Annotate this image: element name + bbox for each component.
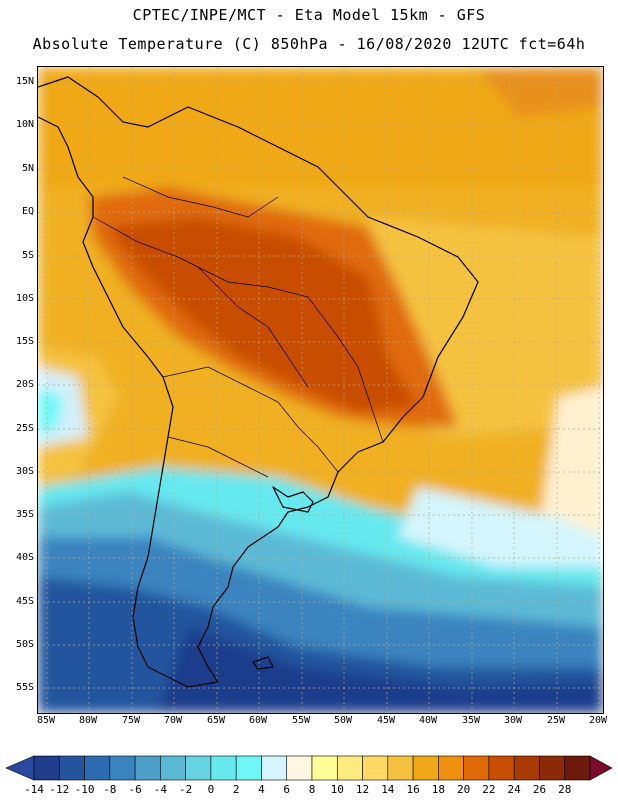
colorbar-swatch bbox=[412, 755, 439, 781]
lon-label: 35W bbox=[461, 715, 481, 726]
lat-label: 30S bbox=[15, 466, 34, 477]
lat-label: EQ bbox=[21, 206, 34, 217]
colorbar-swatch bbox=[463, 755, 490, 781]
colorbar-swatch bbox=[539, 755, 566, 781]
lon-label: 75W bbox=[121, 715, 141, 726]
temperature-map[interactable] bbox=[37, 66, 604, 714]
colorbar-swatch bbox=[185, 755, 212, 781]
colorbar-tick-label: 28 bbox=[558, 783, 572, 796]
colorbar-tick-label: -2 bbox=[179, 783, 193, 796]
colorbar-tick-label: 6 bbox=[283, 783, 291, 796]
colorbar-swatch bbox=[564, 755, 591, 781]
colorbar bbox=[5, 755, 613, 781]
lon-label: 50W bbox=[333, 715, 353, 726]
lat-label: 20S bbox=[15, 379, 34, 390]
lon-label: 55W bbox=[291, 715, 311, 726]
lon-label: 70W bbox=[163, 715, 183, 726]
lon-label: 60W bbox=[248, 715, 268, 726]
colorbar-tick-label: 22 bbox=[482, 783, 496, 796]
colorbar-tick-label: 18 bbox=[431, 783, 445, 796]
colorbar-swatch bbox=[261, 755, 288, 781]
colorbar-tick-label: -10 bbox=[74, 783, 95, 796]
lon-label: 20W bbox=[588, 715, 608, 726]
coastline bbox=[38, 76, 479, 688]
colorbar-tick-label: 20 bbox=[457, 783, 471, 796]
lon-label: 40W bbox=[418, 715, 438, 726]
colorbar-under-triangle bbox=[5, 755, 35, 781]
lat-label: 50S bbox=[15, 639, 34, 650]
colorbar-tick-label: -6 bbox=[128, 783, 142, 796]
colorbar-tick-label: -4 bbox=[153, 783, 167, 796]
lon-label: 30W bbox=[503, 715, 523, 726]
colorbar-swatch bbox=[58, 755, 85, 781]
lon-label: 25W bbox=[546, 715, 566, 726]
colorbar-swatch bbox=[438, 755, 464, 781]
colorbar-swatch bbox=[286, 755, 313, 781]
colorbar-tick-label: 4 bbox=[258, 783, 265, 796]
colorbar-tick-label: 24 bbox=[507, 783, 521, 796]
colorbar-tick-label: 0 bbox=[207, 783, 215, 796]
colorbar-tick-label: 16 bbox=[406, 783, 420, 796]
colorbar-over-triangle bbox=[589, 755, 613, 781]
colorbar-swatch bbox=[84, 755, 111, 781]
colorbar-tick-label: 8 bbox=[308, 783, 316, 796]
lon-label: 80W bbox=[78, 715, 98, 726]
colorbar-swatch bbox=[387, 755, 414, 781]
colorbar-swatch bbox=[33, 755, 60, 781]
lat-label: 55S bbox=[15, 682, 34, 693]
colorbar-swatch bbox=[235, 755, 262, 781]
lat-label: 10N bbox=[15, 119, 34, 130]
lat-label: 35S bbox=[15, 509, 34, 520]
colorbar-swatch bbox=[134, 755, 161, 781]
map-subtitle: Absolute Temperature (C) 850hPa - 16/08/… bbox=[32, 35, 586, 53]
lat-label: 15S bbox=[15, 336, 34, 347]
colorbar-tick-label: 2 bbox=[232, 783, 240, 796]
colorbar-swatch bbox=[311, 755, 338, 781]
graticule bbox=[38, 67, 603, 713]
lat-label: 5N bbox=[21, 163, 34, 174]
lat-label: 45S bbox=[15, 596, 34, 607]
colorbar-swatch bbox=[160, 755, 186, 781]
colorbar-swatch bbox=[513, 755, 540, 781]
colorbar-tick-label: 10 bbox=[330, 783, 344, 796]
colorbar-swatch bbox=[210, 755, 237, 781]
colorbar-tick-label: -12 bbox=[49, 783, 70, 796]
colorbar-tick-label: 26 bbox=[532, 783, 547, 796]
lat-label: 5S bbox=[21, 250, 34, 261]
colorbar-swatch bbox=[488, 755, 515, 781]
lat-label: 15N bbox=[15, 76, 34, 87]
lat-label: 40S bbox=[15, 552, 34, 563]
lat-label: 10S bbox=[15, 293, 34, 304]
lon-label: 65W bbox=[206, 715, 226, 726]
colorbar-swatch bbox=[109, 755, 136, 781]
map-title: CPTEC/INPE/MCT - Eta Model 15km - GFS bbox=[132, 6, 486, 24]
colorbar-tick-label: -14 bbox=[24, 783, 44, 796]
colorbar-swatch bbox=[362, 755, 389, 781]
lat-label: 25S bbox=[15, 423, 34, 434]
colorbar-tick-label: 12 bbox=[355, 783, 370, 796]
colorbar-swatch bbox=[336, 755, 363, 781]
lon-label: 45W bbox=[376, 715, 396, 726]
temperature-field bbox=[38, 67, 603, 713]
colorbar-tick-label: 14 bbox=[381, 783, 395, 796]
country-borders bbox=[92, 176, 384, 478]
colorbar-tick-label: -8 bbox=[103, 783, 117, 796]
lon-label: 85W bbox=[36, 715, 56, 726]
